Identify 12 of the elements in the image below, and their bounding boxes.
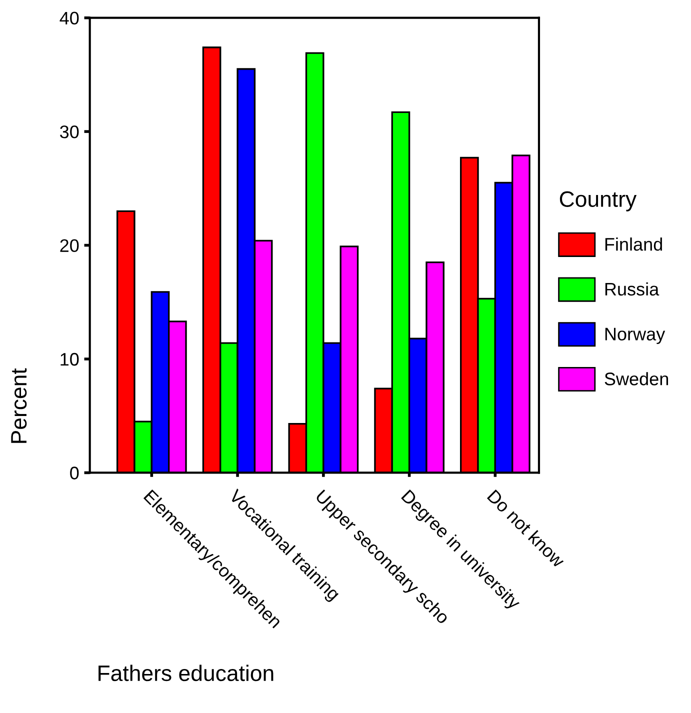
- y-axis-title: Percent: [11, 368, 27, 443]
- legend-label: Sweden: [604, 372, 668, 386]
- legend-label: Norway: [605, 328, 666, 344]
- x-axis-title: Fathers education: [98, 664, 274, 682]
- legend-label: Russia: [605, 282, 660, 296]
- y-tick-label: 30: [60, 125, 79, 138]
- legend-title: Country: [560, 191, 637, 212]
- y-tick-label: 10: [60, 352, 79, 366]
- y-tick-label: 0: [70, 466, 79, 480]
- y-tick-label: 40: [60, 12, 79, 25]
- legend-label: Finland: [605, 237, 662, 251]
- y-tick-label: 20: [60, 239, 79, 252]
